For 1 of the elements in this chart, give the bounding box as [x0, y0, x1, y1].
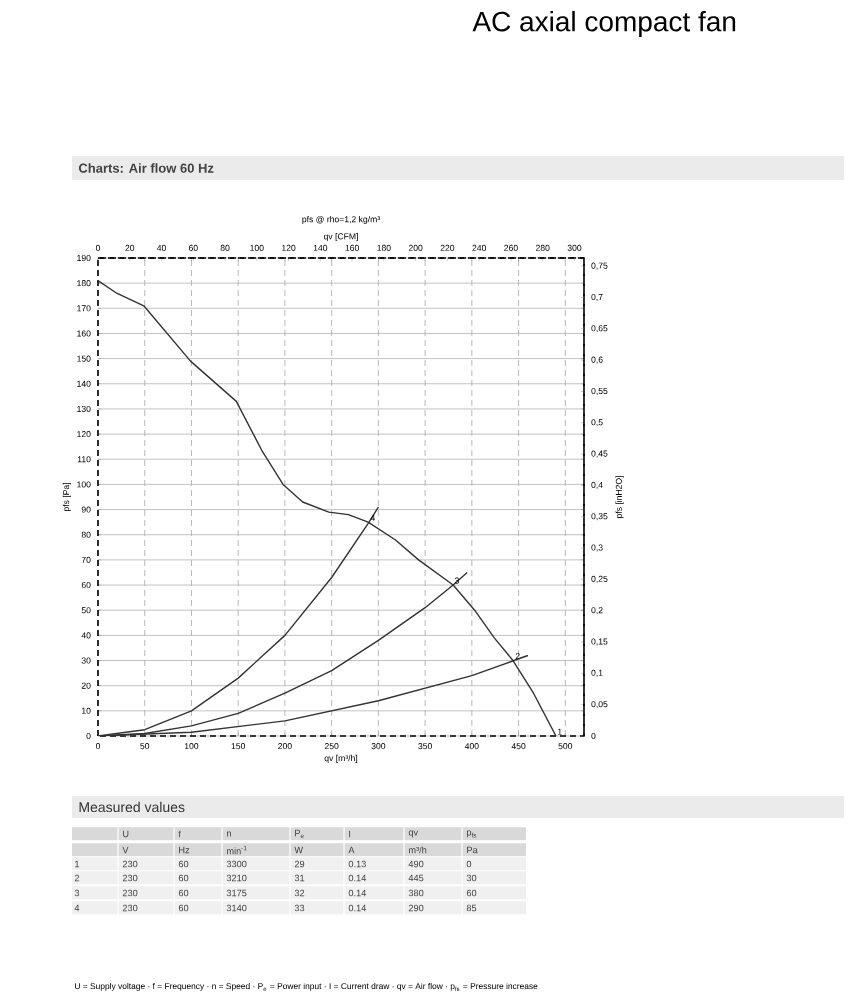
chart-title: AC axial compact fan — [472, 10, 736, 38]
